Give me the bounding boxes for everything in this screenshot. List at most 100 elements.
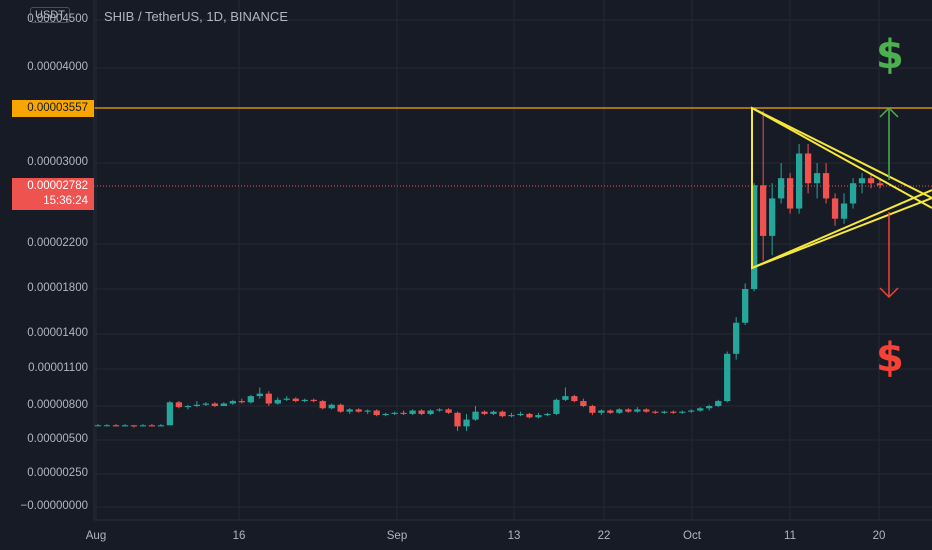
candle-body [166, 402, 174, 426]
price-tick-label: 0.00001400 [27, 327, 88, 339]
candle-body [643, 409, 650, 412]
price-tick-label: 0.00001100 [28, 362, 88, 374]
candle-body [751, 185, 758, 289]
time-tick-label: 20 [872, 530, 886, 542]
candle-body [355, 409, 362, 412]
candle-body [840, 203, 848, 219]
candle-body [822, 173, 830, 199]
candle-body [733, 322, 740, 354]
candle-body [742, 289, 749, 323]
candle-body [625, 409, 632, 412]
candle-body [867, 178, 875, 184]
candle-body [391, 412, 398, 414]
candle-body [373, 410, 380, 416]
currency-button[interactable]: USDT [30, 7, 70, 23]
candle-body [652, 411, 659, 413]
candle-body [813, 173, 821, 184]
price-tick-label: 0.00000800 [27, 399, 88, 411]
dollar-down-icon: $ [876, 335, 904, 381]
candle-body [849, 183, 857, 204]
time-tick-label: Aug [85, 530, 107, 542]
candle-body [211, 403, 218, 406]
candle-body [688, 410, 695, 412]
candle-body [526, 413, 533, 418]
candle-body [157, 425, 165, 427]
candle-body [571, 396, 578, 402]
candle-body [247, 396, 254, 403]
candle-body [544, 413, 551, 416]
candle-body [229, 401, 236, 404]
candle-body [184, 406, 192, 408]
chart-title: SHIB / TetherUS, 1D, BINANCE [104, 9, 288, 24]
candle-body [679, 411, 686, 413]
candle-body [607, 410, 614, 413]
bar-countdown: 15:36:24 [43, 195, 88, 207]
time-tick-label: 11 [784, 530, 796, 542]
candle-body [301, 399, 308, 402]
triangle-lower-extension [751, 189, 932, 269]
time-tick-label: 16 [232, 530, 246, 542]
candle-body [175, 402, 183, 408]
price-tick-label: 0.00002200 [27, 237, 88, 249]
candle-body [364, 410, 371, 412]
candle-body [472, 411, 479, 420]
candle-body [418, 410, 425, 414]
last-price-value: 0.00002782 [27, 180, 88, 192]
resistance-price-tag: 0.00003557 [12, 100, 94, 117]
candle-body [148, 425, 156, 427]
candle-body [94, 425, 102, 427]
candle-body [481, 411, 488, 414]
price-tick-label: 0.00003000 [27, 156, 88, 168]
symmetrical-triangle [751, 106, 932, 270]
candle-body [517, 413, 524, 416]
candle-body [508, 415, 515, 417]
candle-body [454, 412, 461, 427]
candle-body [777, 178, 785, 199]
candle-body [274, 399, 281, 404]
price-tick-label: 0.00004500 [27, 13, 88, 25]
target-down-arrowhead [879, 287, 899, 299]
candle-body [256, 393, 263, 397]
candle-body [535, 415, 542, 418]
target-up-arrowhead [879, 106, 899, 118]
price-tick-label: 0.00000250 [27, 467, 88, 479]
candle-body [634, 409, 641, 412]
price-tick-label: 0.00000500 [27, 433, 88, 445]
candle-body [831, 198, 839, 219]
price-tick-label: −0.00000000 [20, 500, 88, 512]
candle-body [715, 401, 722, 406]
price-tick-label: 0.00001800 [27, 282, 88, 294]
candle-body [130, 425, 138, 427]
candle-body [346, 409, 353, 412]
triangle-upper-extension [751, 107, 932, 209]
candle-body [265, 393, 272, 404]
candle-body [202, 403, 210, 405]
candle-body [499, 411, 506, 417]
candle-body [382, 413, 389, 416]
candle-body [580, 401, 587, 406]
candle-body [310, 399, 317, 402]
candle-body [238, 401, 245, 403]
candle-body [786, 178, 794, 209]
time-tick-label: Oct [683, 530, 701, 542]
candle-body [400, 412, 407, 414]
candle-body [760, 185, 767, 236]
candle-body [598, 410, 605, 413]
candle-body [283, 398, 290, 400]
dollar-up-icon: $ [876, 32, 904, 78]
grid [94, 0, 932, 520]
candle-body [445, 409, 452, 413]
candles [94, 110, 884, 431]
candle-body [103, 425, 111, 427]
candle-body [724, 353, 731, 402]
time-tick-label: 22 [597, 530, 611, 542]
price-tick-label: 0.00004000 [27, 61, 88, 73]
candle-body [121, 425, 129, 427]
candle-body [858, 178, 866, 184]
candle-body [795, 153, 803, 209]
candle-body [768, 198, 776, 236]
candle-body [616, 409, 623, 413]
candle-body [220, 403, 227, 406]
time-tick-label: Sep [386, 530, 408, 542]
candle-body [436, 409, 443, 411]
